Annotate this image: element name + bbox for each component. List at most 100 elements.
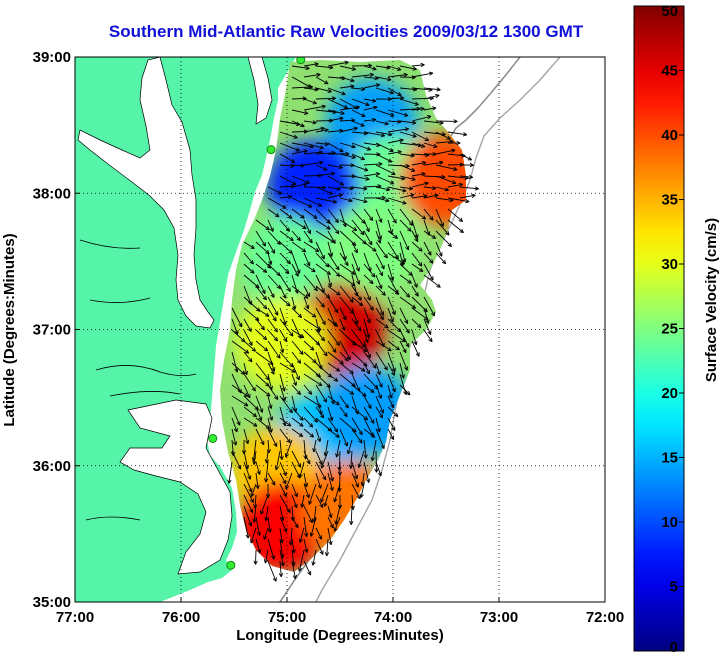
velocity-arrow bbox=[263, 527, 269, 540]
velocity-arrow bbox=[375, 120, 389, 126]
velocity-arrow bbox=[363, 83, 381, 89]
velocity-arrow bbox=[357, 450, 365, 468]
x-tick-label: 76:00 bbox=[162, 609, 200, 626]
velocity-arrow bbox=[267, 219, 274, 232]
velocity-arrow bbox=[243, 373, 256, 392]
velocity-arrow bbox=[363, 439, 368, 459]
velocity-arrow bbox=[363, 274, 374, 285]
velocity-arrow bbox=[327, 175, 345, 186]
x-tick-label: 77:00 bbox=[56, 609, 94, 626]
velocity-arrow bbox=[267, 362, 275, 375]
velocity-arrow bbox=[274, 450, 281, 471]
velocity-arrow bbox=[279, 131, 298, 139]
velocity-arrow bbox=[339, 241, 347, 261]
velocity-arrow bbox=[255, 340, 269, 352]
velocity-arrow bbox=[423, 252, 434, 264]
velocity-arrow bbox=[339, 186, 354, 191]
velocity-arrow bbox=[279, 340, 285, 353]
velocity-arrow bbox=[375, 351, 388, 371]
velocity-arrow bbox=[387, 384, 393, 399]
velocity-arrow bbox=[252, 505, 257, 523]
velocity-arrow bbox=[327, 263, 341, 277]
velocity-arrow bbox=[327, 60, 349, 67]
velocity-arrow bbox=[351, 197, 368, 204]
velocity-arrow bbox=[411, 252, 423, 267]
colorbar bbox=[633, 5, 685, 652]
velocity-arrow bbox=[411, 106, 425, 112]
velocity-arrow bbox=[243, 461, 252, 480]
velocity-arrow bbox=[375, 175, 395, 185]
velocity-arrow bbox=[284, 439, 293, 458]
velocity-arrow bbox=[243, 516, 250, 539]
velocity-arrow bbox=[267, 538, 276, 560]
velocity-arrow bbox=[303, 160, 324, 166]
velocity-arrow bbox=[411, 241, 423, 252]
velocity-arrow bbox=[348, 450, 354, 469]
velocity-arrow bbox=[339, 153, 356, 159]
velocity-arrow bbox=[315, 263, 331, 275]
velocity-arrow bbox=[363, 384, 375, 393]
velocity-arrow bbox=[279, 194, 293, 200]
velocity-arrow bbox=[351, 153, 365, 161]
velocity-arrow bbox=[339, 285, 354, 303]
velocity-arrow bbox=[243, 505, 253, 527]
velocity-arrow bbox=[411, 71, 434, 78]
velocity-arrow bbox=[399, 98, 419, 106]
velocity-arrow bbox=[327, 516, 334, 529]
velocity-arrow bbox=[279, 307, 287, 326]
velocity-arrow bbox=[243, 417, 258, 427]
x-tick-label: 74:00 bbox=[374, 609, 412, 626]
velocity-arrow bbox=[303, 98, 317, 105]
velocity-arrow bbox=[375, 208, 383, 223]
colorbar-tick-label: 0 bbox=[670, 639, 678, 656]
velocity-arrow bbox=[303, 197, 323, 207]
velocity-arrow bbox=[267, 285, 275, 298]
velocity-arrow bbox=[363, 406, 375, 424]
velocity-arrow bbox=[339, 105, 360, 111]
velocity-arrow bbox=[327, 274, 333, 287]
velocity-arrow bbox=[279, 252, 291, 265]
velocity-arrow bbox=[303, 351, 317, 364]
velocity-arrow bbox=[459, 193, 476, 199]
velocity-arrow bbox=[255, 274, 266, 295]
colorbar-tick-label: 50 bbox=[661, 3, 678, 20]
velocity-arrow bbox=[231, 417, 238, 433]
velocity-arrow bbox=[375, 131, 393, 137]
velocity-arrow bbox=[399, 274, 412, 284]
colorbar-tick-label: 40 bbox=[661, 127, 678, 144]
velocity-arrow bbox=[363, 395, 372, 409]
velocity-arrow bbox=[243, 241, 255, 249]
velocity-arrow bbox=[243, 494, 254, 514]
velocity-arrow bbox=[339, 351, 349, 362]
velocity-arrow bbox=[459, 186, 479, 191]
velocity-arrow bbox=[291, 494, 298, 509]
velocity-arrow bbox=[291, 516, 299, 529]
velocity-arrow bbox=[279, 318, 294, 337]
velocity-arrow bbox=[399, 219, 412, 232]
velocity-arrow bbox=[279, 285, 287, 299]
velocity-arrow bbox=[291, 296, 297, 310]
velocity-arrow bbox=[312, 439, 317, 453]
velocity-arrow bbox=[327, 395, 340, 406]
velocity-arrow bbox=[303, 208, 318, 219]
velocity-arrow bbox=[243, 428, 250, 445]
velocity-arrow bbox=[231, 395, 249, 407]
velocity-arrow bbox=[351, 252, 360, 272]
velocity-arrow bbox=[423, 274, 441, 288]
x-axis-label: Longitude (Degrees:Minutes) bbox=[236, 627, 444, 644]
y-tick-label: 36:00 bbox=[33, 458, 71, 475]
velocity-arrow bbox=[375, 164, 396, 175]
velocity-arrow bbox=[291, 120, 305, 128]
velocity-arrow bbox=[279, 208, 293, 219]
velocity-arrow bbox=[255, 307, 270, 317]
y-tick-label: 39:00 bbox=[33, 49, 71, 66]
velocity-arrow bbox=[243, 472, 253, 493]
velocity-arrow bbox=[267, 417, 273, 433]
velocity-arrow bbox=[423, 142, 438, 149]
velocity-arrow bbox=[243, 252, 254, 265]
velocity-arrow bbox=[253, 549, 258, 565]
colorbar-tick-label: 35 bbox=[661, 192, 678, 209]
velocity-arrow bbox=[327, 417, 339, 433]
velocity-arrow bbox=[255, 538, 262, 554]
